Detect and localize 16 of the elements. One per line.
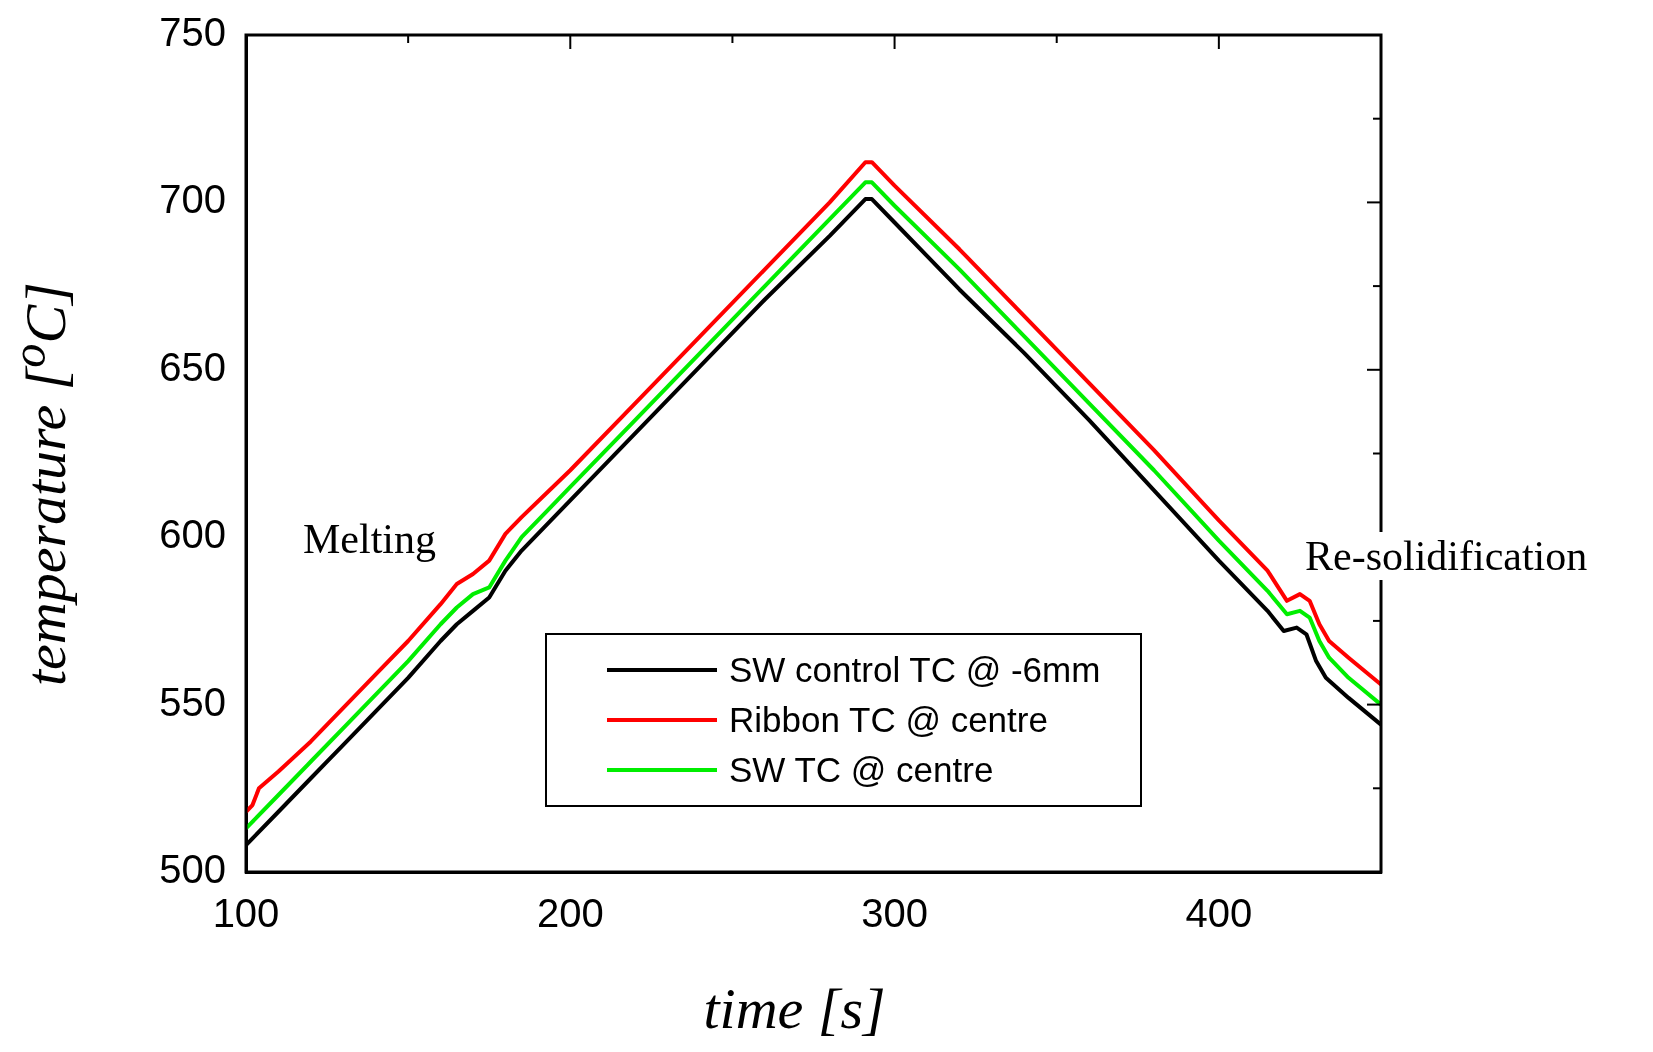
annotation: Re-solidification xyxy=(1305,532,1588,580)
legend-label: SW control TC @ -6mm xyxy=(729,650,1101,690)
y-tick-label: 550 xyxy=(159,679,226,724)
legend-label: SW TC @ centre xyxy=(729,750,994,790)
y-tick-label: 700 xyxy=(159,177,226,222)
x-axis-title: time [s] xyxy=(703,975,886,1042)
y-tick-label: 650 xyxy=(159,344,226,389)
y-tick-label: 600 xyxy=(159,512,226,557)
y-tick-label: 500 xyxy=(159,847,226,892)
legend-label: Ribbon TC @ centre xyxy=(729,700,1048,740)
y-tick-label: 750 xyxy=(159,10,226,55)
x-tick-label: 200 xyxy=(536,891,604,936)
x-tick-label: 400 xyxy=(1185,891,1253,936)
x-tick-label: 300 xyxy=(861,891,928,936)
annotation: Melting xyxy=(303,515,436,563)
x-tick-label: 100 xyxy=(212,891,280,936)
